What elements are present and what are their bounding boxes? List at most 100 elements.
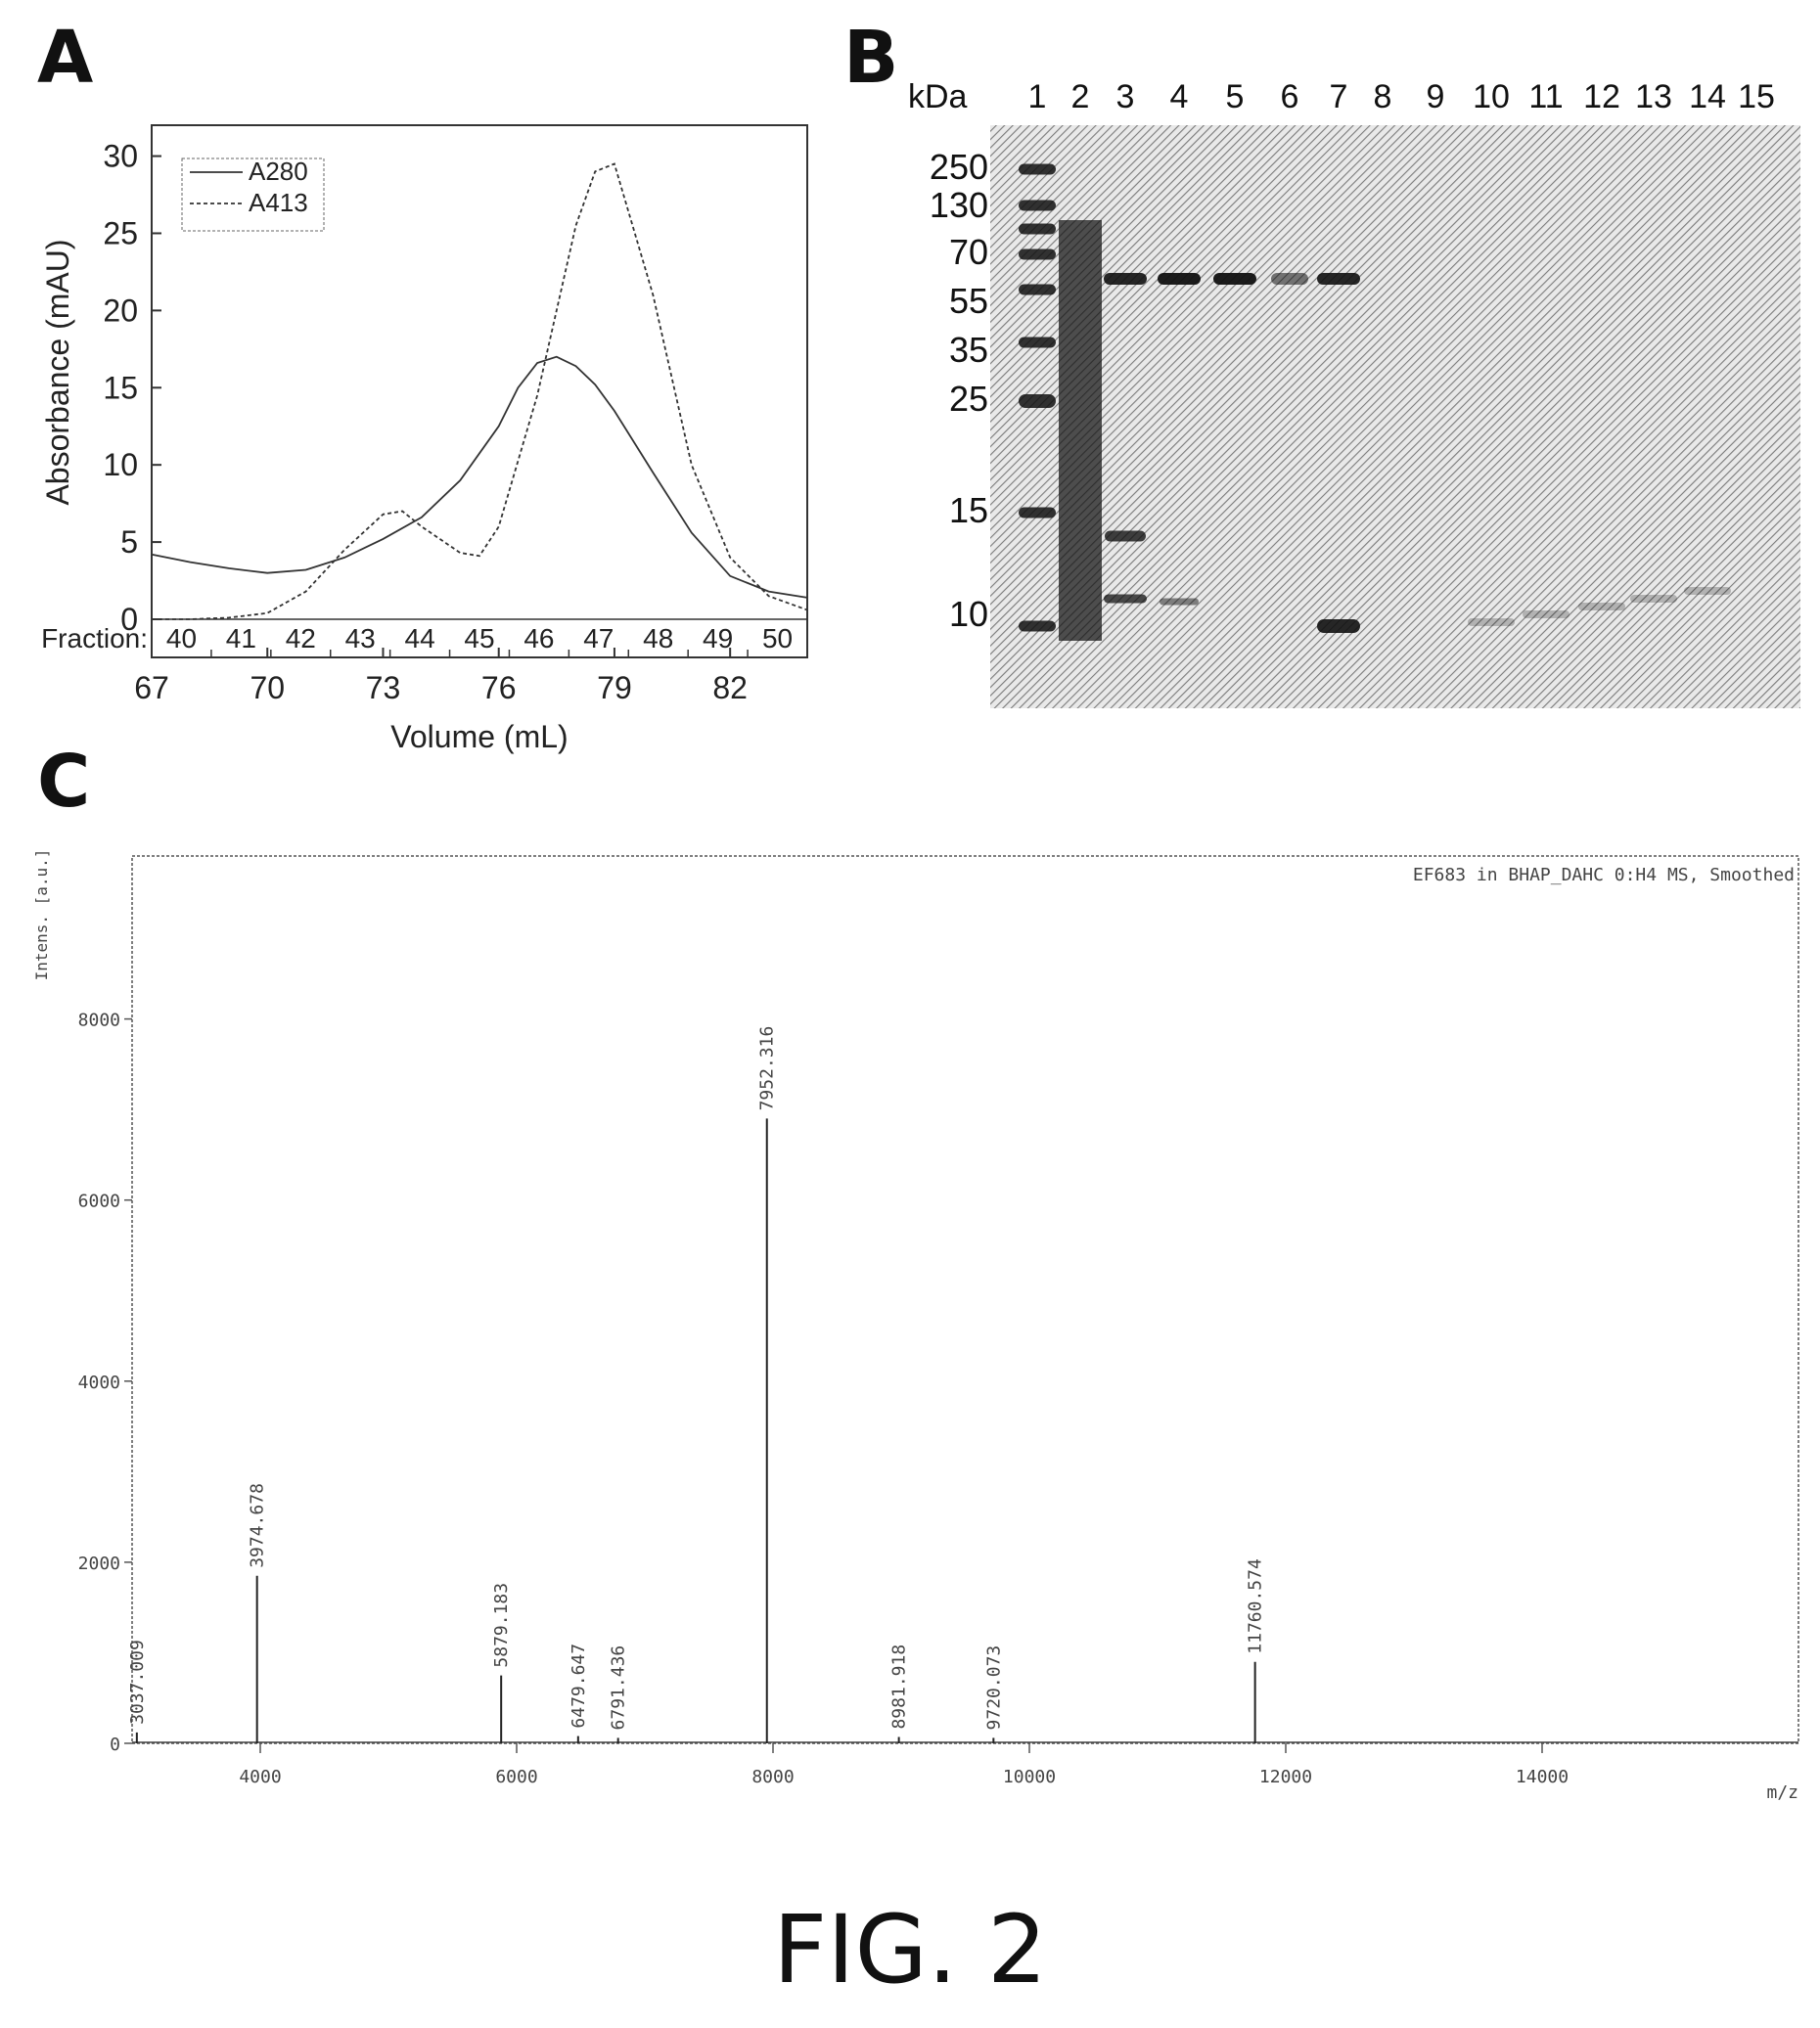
x-tick-label: 4000 — [239, 1767, 281, 1787]
low-band — [1104, 594, 1147, 604]
gel-marker-label: 10 — [948, 594, 988, 634]
peak-label: 3037.009 — [127, 1640, 148, 1725]
fraction-number: 49 — [703, 623, 733, 653]
faint-band — [1468, 618, 1515, 626]
gel-lane-number: 1 — [1027, 78, 1047, 115]
gel-marker-label: 130 — [929, 185, 988, 225]
panel-a-letter: A — [37, 16, 94, 100]
fraction-number: 45 — [464, 623, 494, 653]
fraction-label: Fraction: — [41, 623, 148, 653]
lane-2-smear — [1059, 220, 1102, 641]
x-axis-title: Volume (mL) — [390, 719, 568, 754]
peak-label: 11760.574 — [1246, 1558, 1266, 1654]
ladder-band — [1019, 284, 1056, 295]
y-tick-label: 10 — [103, 447, 138, 482]
ladder-band — [1019, 223, 1056, 235]
fraction-number: 44 — [405, 623, 435, 653]
legend-label: A280 — [249, 157, 308, 186]
peak-label: 9720.073 — [983, 1645, 1004, 1731]
peak-label: 6791.436 — [609, 1645, 629, 1731]
gel-lane-number: 12 — [1583, 78, 1620, 115]
series-line-a280 — [151, 355, 808, 599]
peak-label: 3974.678 — [248, 1483, 268, 1568]
x-axis-title: m/z — [1766, 1782, 1798, 1803]
peak-label: 6479.647 — [569, 1644, 589, 1729]
target-band — [1104, 273, 1147, 285]
gel-marker-label: 70 — [948, 232, 988, 272]
fraction-number: 48 — [643, 623, 673, 653]
fraction-number: 42 — [286, 623, 316, 653]
panel-c-letter: C — [37, 740, 91, 824]
x-tick-label: 6000 — [495, 1767, 537, 1787]
gel-lane-number: 4 — [1169, 78, 1189, 115]
gel-lane-number: 5 — [1225, 78, 1245, 115]
peak-label: 7952.316 — [757, 1026, 778, 1111]
gel-marker-label: 25 — [948, 379, 988, 419]
gel-lane-number: 13 — [1635, 78, 1672, 115]
target-band — [1271, 273, 1308, 285]
plot-frame — [131, 855, 1799, 1744]
y-tick-label: 5 — [120, 524, 138, 560]
y-axis-title: Intens. [a.u.] — [32, 849, 51, 981]
target-band — [1317, 273, 1360, 285]
y-tick-label: 20 — [103, 293, 138, 328]
y-tick-label: 6000 — [78, 1192, 120, 1212]
low-band — [1160, 598, 1199, 606]
gel-lane-number: 6 — [1280, 78, 1299, 115]
gel-bands — [1019, 163, 1731, 641]
gel-lane-number: 8 — [1373, 78, 1392, 115]
ladder-band — [1019, 620, 1056, 632]
fraction-number: 46 — [523, 623, 554, 653]
gel-marker-label: 55 — [948, 281, 988, 321]
plot-frame — [151, 124, 808, 658]
y-tick-label: 15 — [103, 370, 138, 405]
ladder-band — [1019, 507, 1056, 518]
fraction-number: 47 — [583, 623, 614, 653]
gel-lane-number: 10 — [1473, 78, 1510, 115]
y-tick-label: 4000 — [78, 1373, 120, 1393]
gel-lane-number: 2 — [1070, 78, 1090, 115]
low-band — [1105, 530, 1146, 542]
gel-lane-number: 7 — [1329, 78, 1348, 115]
panel-b-letter: B — [843, 16, 899, 100]
target-band — [1213, 273, 1256, 285]
ladder-band — [1019, 248, 1056, 260]
x-tick-label: 12000 — [1259, 1767, 1312, 1787]
series-line-a413 — [152, 162, 808, 620]
faint-band — [1684, 587, 1731, 595]
target-band — [1158, 273, 1201, 285]
x-tick-label: 70 — [250, 670, 285, 705]
faint-band — [1523, 610, 1570, 618]
y-axis-title: Absorbance (mAU) — [40, 239, 75, 505]
ladder-band — [1019, 337, 1056, 348]
gel-marker-label: 35 — [948, 330, 988, 370]
x-tick-label: 79 — [597, 670, 632, 705]
gel-unit-label: kDa — [908, 78, 968, 115]
ladder-band — [1019, 200, 1056, 211]
x-tick-label: 14000 — [1516, 1767, 1569, 1787]
x-tick-label: 10000 — [1003, 1767, 1056, 1787]
fraction-number: 41 — [226, 623, 256, 653]
ladder-band — [1019, 163, 1056, 175]
spectrum-title: EF683 in BHAP_DAHC 0:H4 MS, Smoothed — [1413, 865, 1795, 885]
legend-label: A413 — [249, 188, 308, 217]
x-tick-label: 76 — [481, 670, 517, 705]
x-tick-label: 82 — [712, 670, 748, 705]
gel-lane-number: 14 — [1689, 78, 1726, 115]
gel-lane-number: 3 — [1115, 78, 1135, 115]
gel-lane-number: 9 — [1426, 78, 1445, 115]
faint-band — [1578, 603, 1625, 610]
y-tick-label: 30 — [103, 139, 138, 174]
y-tick-label: 0 — [120, 602, 138, 637]
x-tick-label: 67 — [134, 670, 169, 705]
y-tick-label: 2000 — [78, 1554, 120, 1574]
y-tick-label: 0 — [110, 1735, 120, 1755]
gel-background — [990, 125, 1800, 708]
x-tick-label: 73 — [366, 670, 401, 705]
gel-lane-number: 11 — [1528, 78, 1564, 115]
fraction-number: 50 — [762, 623, 793, 653]
fraction-number: 43 — [345, 623, 376, 653]
legend-box — [181, 158, 325, 232]
gel-lane-number: 15 — [1738, 78, 1775, 115]
figure-caption: FIG. 2 — [772, 1895, 1048, 2005]
